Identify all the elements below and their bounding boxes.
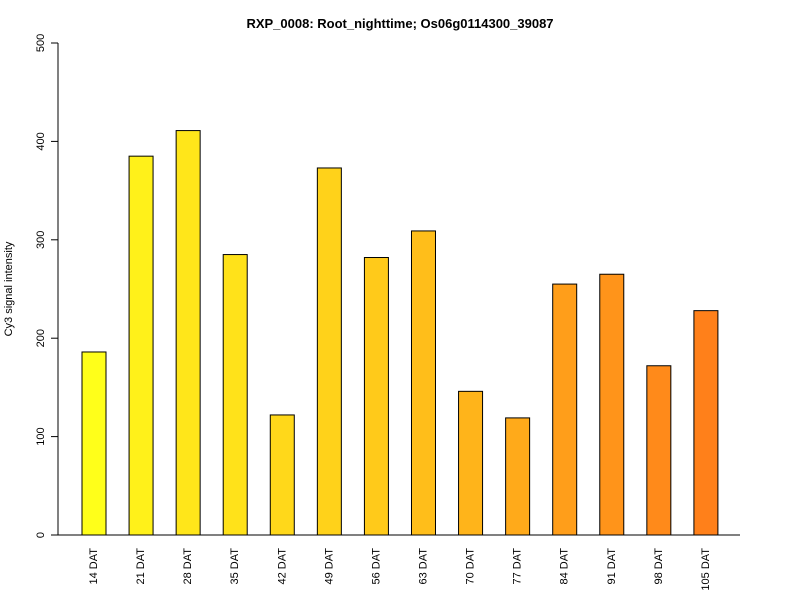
x-tick-label: 28 DAT: [182, 548, 194, 585]
x-tick-label: 98 DAT: [653, 548, 665, 585]
chart-title: RXP_0008: Root_nighttime; Os06g0114300_3…: [246, 16, 553, 31]
x-tick-label: 70 DAT: [465, 548, 477, 585]
y-tick-label: 0: [35, 532, 47, 538]
x-tick-label: 35 DAT: [229, 548, 241, 585]
bar-84-dat: [552, 283, 578, 536]
bar-35-dat: [222, 254, 248, 536]
x-tick-label: 77 DAT: [512, 548, 524, 585]
bar-63-dat: [410, 230, 436, 536]
bar-98-dat: [646, 365, 672, 536]
x-tick-label: 91 DAT: [606, 548, 618, 585]
x-tick-label: 49 DAT: [323, 548, 335, 585]
bars-group: [81, 130, 719, 536]
bar-14-dat: [81, 351, 107, 536]
y-axis-label: Cy3 signal intensity: [3, 241, 15, 336]
bar-42-dat: [269, 414, 295, 536]
bar-91-dat: [599, 273, 625, 536]
bar-49-dat: [316, 167, 342, 536]
x-tick-label: 105 DAT: [700, 548, 712, 591]
bar-77-dat: [505, 417, 531, 536]
y-tick-label: 100: [35, 427, 47, 445]
bar-70-dat: [458, 390, 484, 536]
x-tick-label: 14 DAT: [88, 548, 100, 585]
bar-56-dat: [363, 257, 389, 536]
x-tick-label: 42 DAT: [276, 548, 288, 585]
bar-28-dat: [175, 130, 201, 536]
y-tick-label: 300: [35, 231, 47, 249]
y-tick-label: 200: [35, 329, 47, 347]
bar-105-dat: [693, 310, 719, 536]
y-tick-label: 400: [35, 132, 47, 150]
x-tick-label: 21 DAT: [135, 548, 147, 585]
x-tick-labels: 14 DAT 21 DAT 28 DAT 35 DAT 42 DAT 49 DAT 56 D…: [88, 548, 712, 591]
y-tick-label: 500: [35, 34, 47, 52]
y-axis: 0 100 200 300 400 500: [35, 34, 59, 538]
x-tick-label: 56 DAT: [370, 548, 382, 585]
x-tick-label: 63 DAT: [417, 548, 429, 585]
bar-21-dat: [128, 155, 154, 536]
x-tick-label: 84 DAT: [559, 548, 571, 585]
